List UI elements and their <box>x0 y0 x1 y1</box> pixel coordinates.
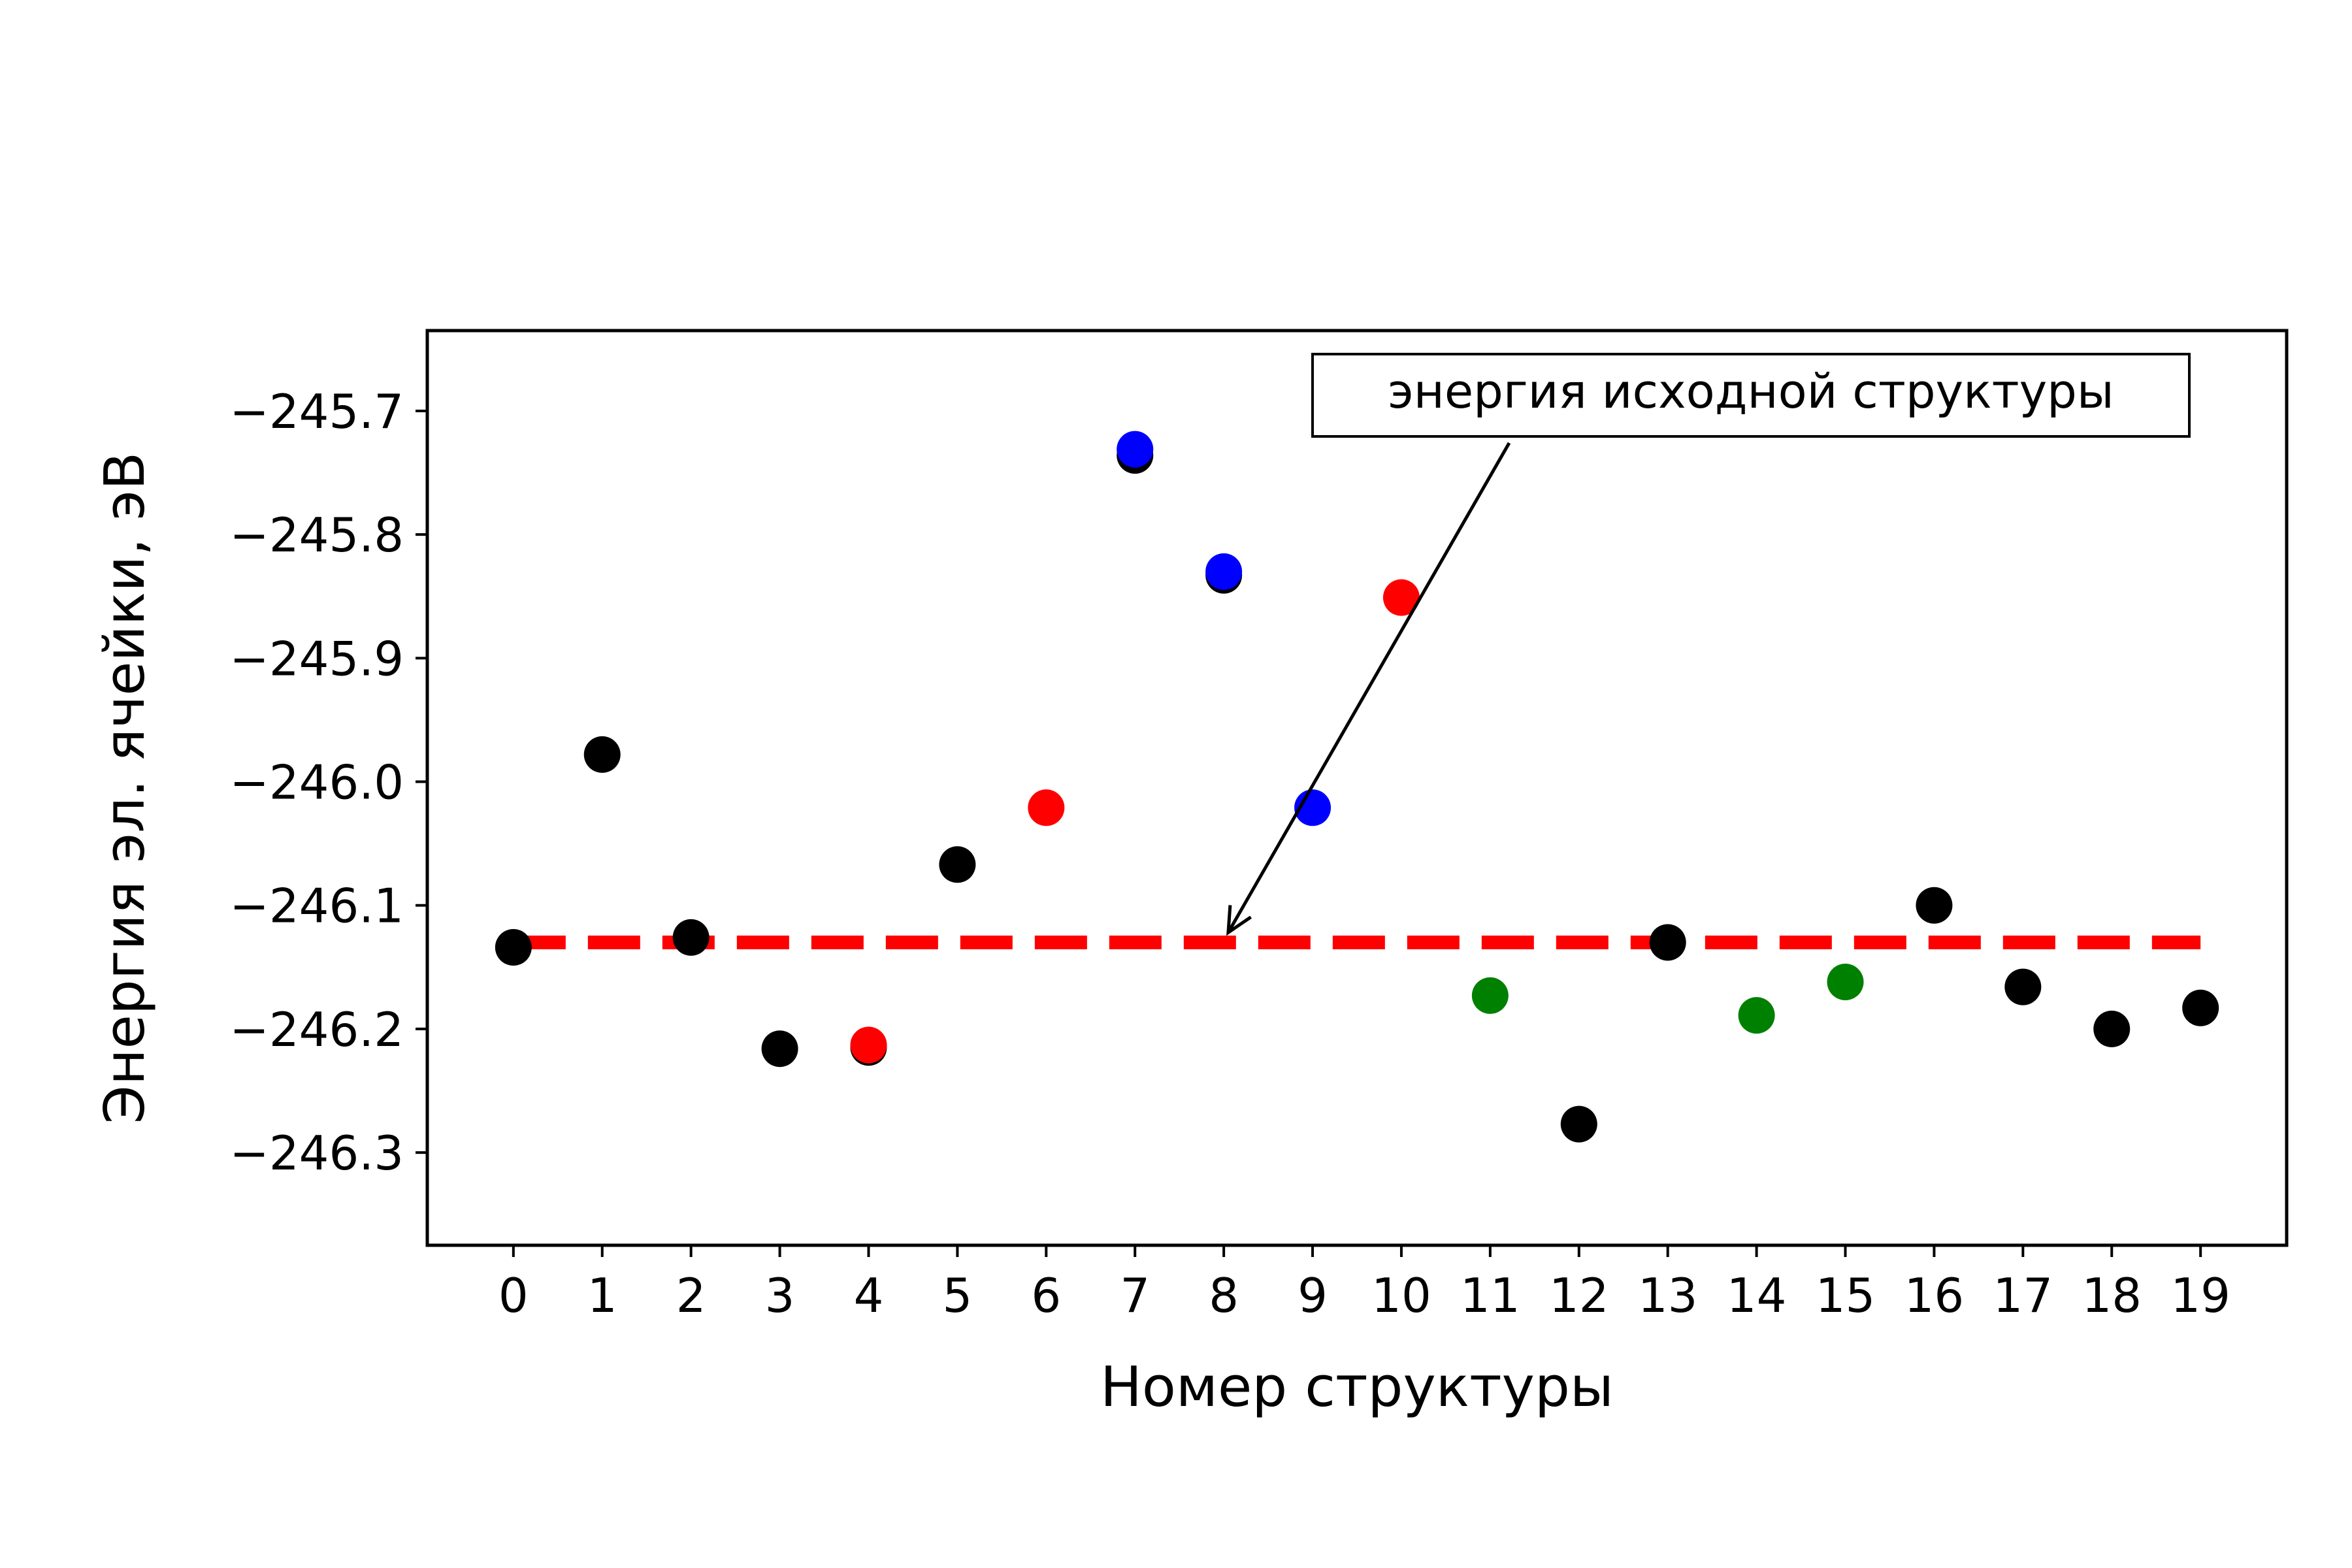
x-tick-label: 18 <box>2082 1268 2142 1323</box>
x-tick-label: 4 <box>854 1268 884 1323</box>
data-point <box>1028 789 1065 826</box>
data-points-layer <box>495 431 2219 1143</box>
data-point <box>1471 977 1509 1014</box>
x-tick-label: 5 <box>942 1268 972 1323</box>
x-tick-label: 13 <box>1638 1268 1698 1323</box>
data-point <box>2182 989 2219 1026</box>
x-tick-label: 3 <box>765 1268 795 1323</box>
data-point <box>1382 579 1420 616</box>
y-tick-label: −245.9 <box>230 631 404 686</box>
annotation: энергия исходной структуры <box>1226 353 2191 936</box>
data-point <box>761 1030 798 1068</box>
data-point <box>1117 431 1154 468</box>
data-point <box>850 1026 887 1064</box>
annotation-arrow <box>1226 442 1511 934</box>
x-tick-label: 14 <box>1727 1268 1787 1323</box>
data-point <box>1560 1105 1597 1143</box>
annotation-arrow-head <box>1226 905 1252 936</box>
data-point <box>495 929 532 966</box>
x-tick-label: 1 <box>587 1268 617 1323</box>
data-point <box>1649 924 1686 961</box>
x-tick-label: 19 <box>2170 1268 2230 1323</box>
plot-frame <box>425 329 2289 1247</box>
x-tick-label: 7 <box>1120 1268 1150 1323</box>
x-axis: 0 1 2 3 4 5 6 7 8 9 10 11 12 13 14 15 16 17 18 19 <box>498 1245 2230 1323</box>
y-tick-label: −246.1 <box>230 879 404 934</box>
data-point <box>2093 1010 2131 1047</box>
y-axis: −245.7 −245.8 −245.9 −246.0 −246.1 −246.2 −246… <box>230 384 427 1181</box>
x-tick-label: 2 <box>676 1268 706 1323</box>
data-point <box>939 846 976 883</box>
x-tick-label: 15 <box>1816 1268 1876 1323</box>
x-tick-label: 0 <box>498 1268 529 1323</box>
annotation-box <box>1311 353 2191 438</box>
y-tick-label: −246.2 <box>230 1002 404 1057</box>
y-tick-label: −245.7 <box>230 384 404 439</box>
data-point <box>1827 964 1864 1001</box>
data-point <box>2004 968 2042 1005</box>
data-point <box>1738 997 1775 1034</box>
x-tick-label: 12 <box>1549 1268 1609 1323</box>
y-tick-label: −246.0 <box>230 755 404 810</box>
x-tick-label: 16 <box>1904 1268 1965 1323</box>
data-point <box>672 919 710 956</box>
y-axis-label: Энергия эл. ячейки, эВ <box>93 452 157 1124</box>
x-tick-label: 10 <box>1371 1268 1431 1323</box>
data-point <box>1205 553 1243 590</box>
x-tick-label: 11 <box>1460 1268 1520 1323</box>
data-point <box>583 736 621 773</box>
annotation-text: энергия исходной структуры <box>1388 364 2114 419</box>
x-tick-label: 8 <box>1209 1268 1239 1323</box>
plot-area <box>427 331 2287 1245</box>
x-tick-label: 17 <box>1993 1268 2053 1323</box>
x-tick-label: 6 <box>1031 1268 1061 1323</box>
x-tick-label: 9 <box>1298 1268 1328 1323</box>
data-point <box>1916 887 1953 924</box>
x-axis-label: Номер структуры <box>1100 1355 1614 1420</box>
y-tick-label: −245.8 <box>230 508 404 563</box>
y-tick-label: −246.3 <box>230 1126 404 1181</box>
